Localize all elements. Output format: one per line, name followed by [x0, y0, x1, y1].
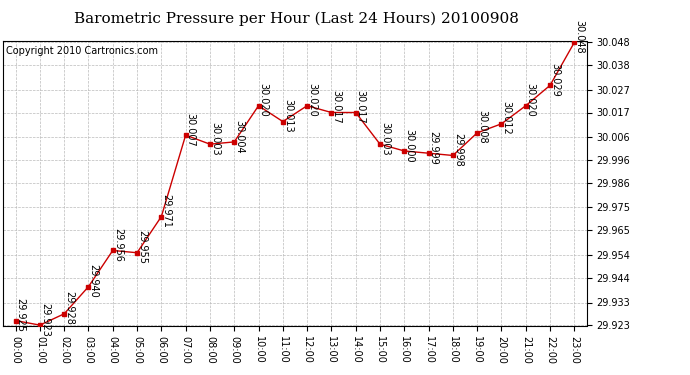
Text: 30.013: 30.013 [283, 99, 293, 133]
Text: 29.956: 29.956 [112, 228, 123, 262]
Text: 30.007: 30.007 [186, 113, 196, 147]
Text: Copyright 2010 Cartronics.com: Copyright 2010 Cartronics.com [6, 45, 159, 56]
Text: 30.020: 30.020 [307, 83, 317, 117]
Text: 29.925: 29.925 [16, 298, 26, 332]
Text: 30.003: 30.003 [380, 122, 390, 155]
Text: 30.017: 30.017 [356, 90, 366, 124]
Text: Barometric Pressure per Hour (Last 24 Hours) 20100908: Barometric Pressure per Hour (Last 24 Ho… [75, 11, 519, 26]
Text: 30.012: 30.012 [502, 101, 511, 135]
Text: 30.017: 30.017 [331, 90, 342, 124]
Text: 29.971: 29.971 [161, 194, 171, 228]
Text: 29.940: 29.940 [88, 264, 99, 298]
Text: 29.955: 29.955 [137, 230, 147, 264]
Text: 30.029: 30.029 [550, 63, 560, 97]
Text: 30.003: 30.003 [210, 122, 220, 155]
Text: 29.999: 29.999 [428, 131, 439, 165]
Text: 29.923: 29.923 [40, 303, 50, 336]
Text: 30.020: 30.020 [259, 83, 268, 117]
Text: 30.004: 30.004 [234, 120, 244, 153]
Text: 30.000: 30.000 [404, 129, 414, 162]
Text: 30.020: 30.020 [526, 83, 535, 117]
Text: 30.008: 30.008 [477, 111, 487, 144]
Text: 29.928: 29.928 [64, 291, 75, 325]
Text: 29.998: 29.998 [453, 133, 463, 167]
Text: 30.048: 30.048 [574, 20, 584, 54]
